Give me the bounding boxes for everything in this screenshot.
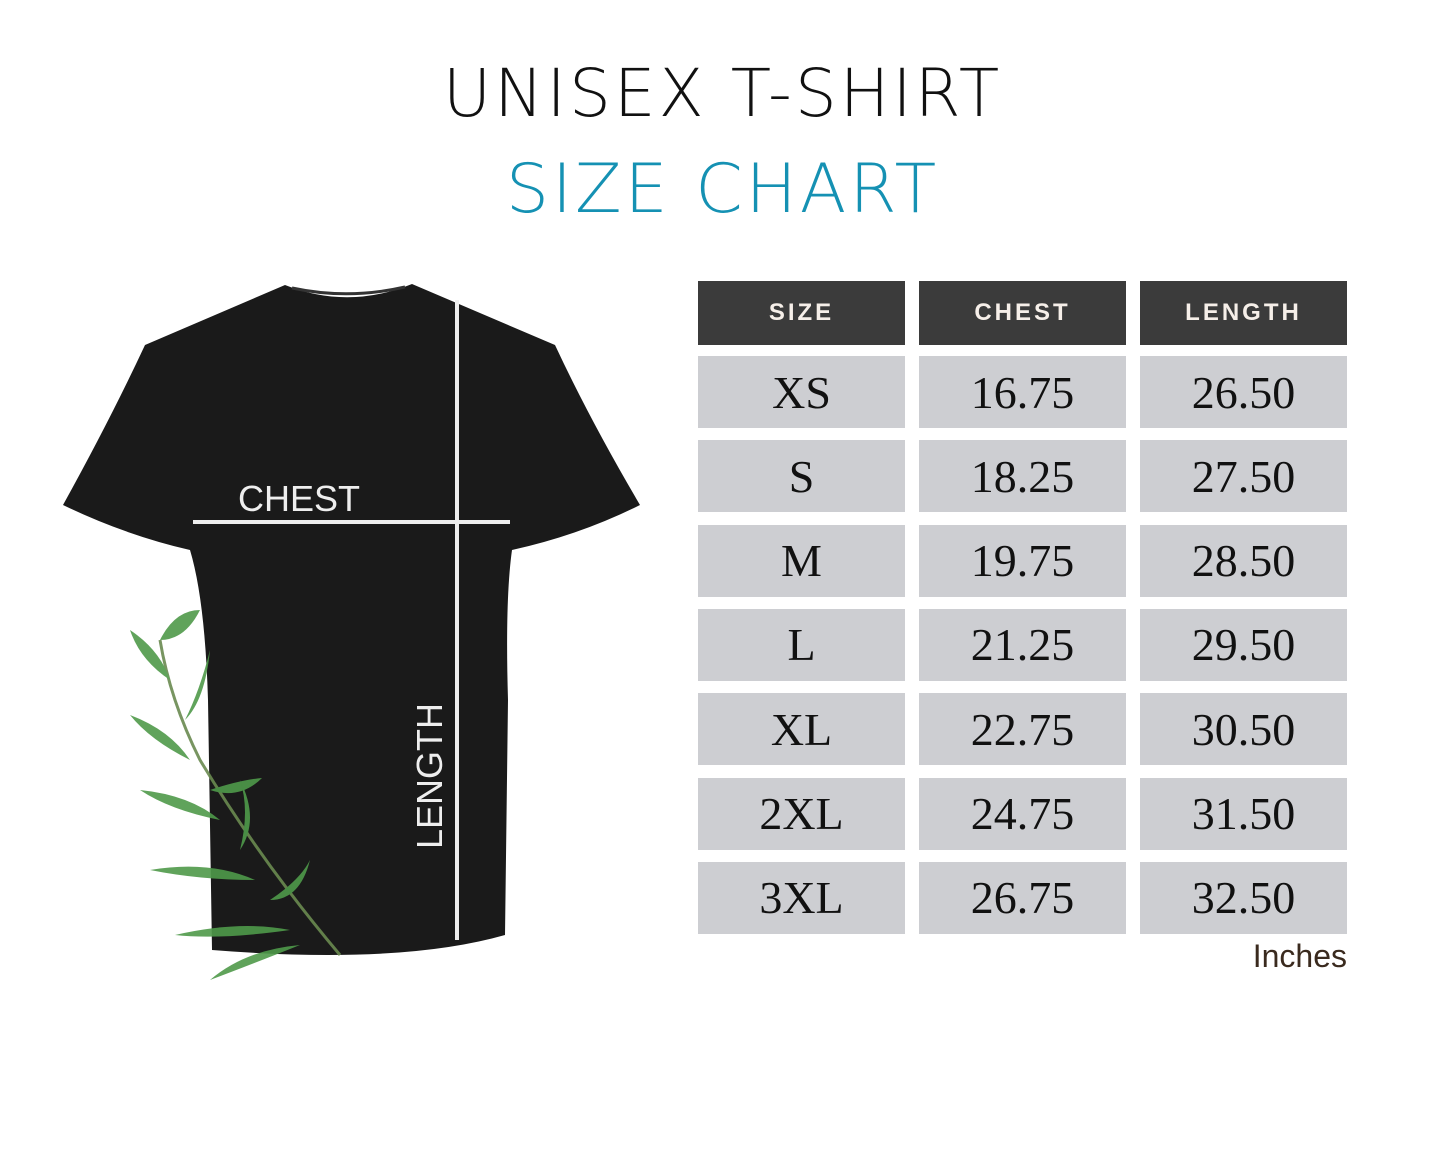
table-cell: 27.50 [1140, 440, 1347, 513]
table-cell: 30.50 [1140, 693, 1347, 766]
table-cell: 22.75 [919, 693, 1126, 766]
header-length: LENGTH [1140, 281, 1347, 345]
table-cell: 24.75 [919, 777, 1126, 850]
table-cell: 28.50 [1140, 524, 1347, 597]
table-cell: S [698, 440, 905, 513]
table-cell: 26.75 [919, 861, 1126, 934]
t-shirt-body [63, 284, 640, 955]
units-label: Inches [1252, 938, 1347, 974]
t-shirt-illustration [63, 284, 640, 980]
table-cell: XS [698, 356, 905, 428]
table-cell: 19.75 [919, 524, 1126, 597]
table-cell: XL [698, 693, 905, 766]
length-label: LENGTH [409, 702, 450, 850]
table-cell: 26.50 [1140, 356, 1347, 428]
page-subtitle: SIZE CHART [505, 150, 940, 229]
header-size: SIZE [698, 281, 905, 345]
table-cell: M [698, 524, 905, 597]
table-cell: L [698, 608, 905, 681]
table-cell: 18.25 [919, 440, 1126, 513]
table-cell: 21.25 [919, 608, 1126, 681]
table-cell: 29.50 [1140, 608, 1347, 681]
header-chest: CHEST [919, 281, 1126, 345]
table-cell: 3XL [698, 861, 905, 934]
table-cell: 16.75 [919, 356, 1126, 428]
page-title: UNISEX T-SHIRT [442, 55, 1003, 132]
table-cell: 32.50 [1140, 861, 1347, 934]
chest-label: CHEST [238, 478, 361, 519]
table-cell: 31.50 [1140, 777, 1347, 850]
leaf-branch-illustration [130, 610, 342, 980]
table-cell: 2XL [698, 777, 905, 850]
